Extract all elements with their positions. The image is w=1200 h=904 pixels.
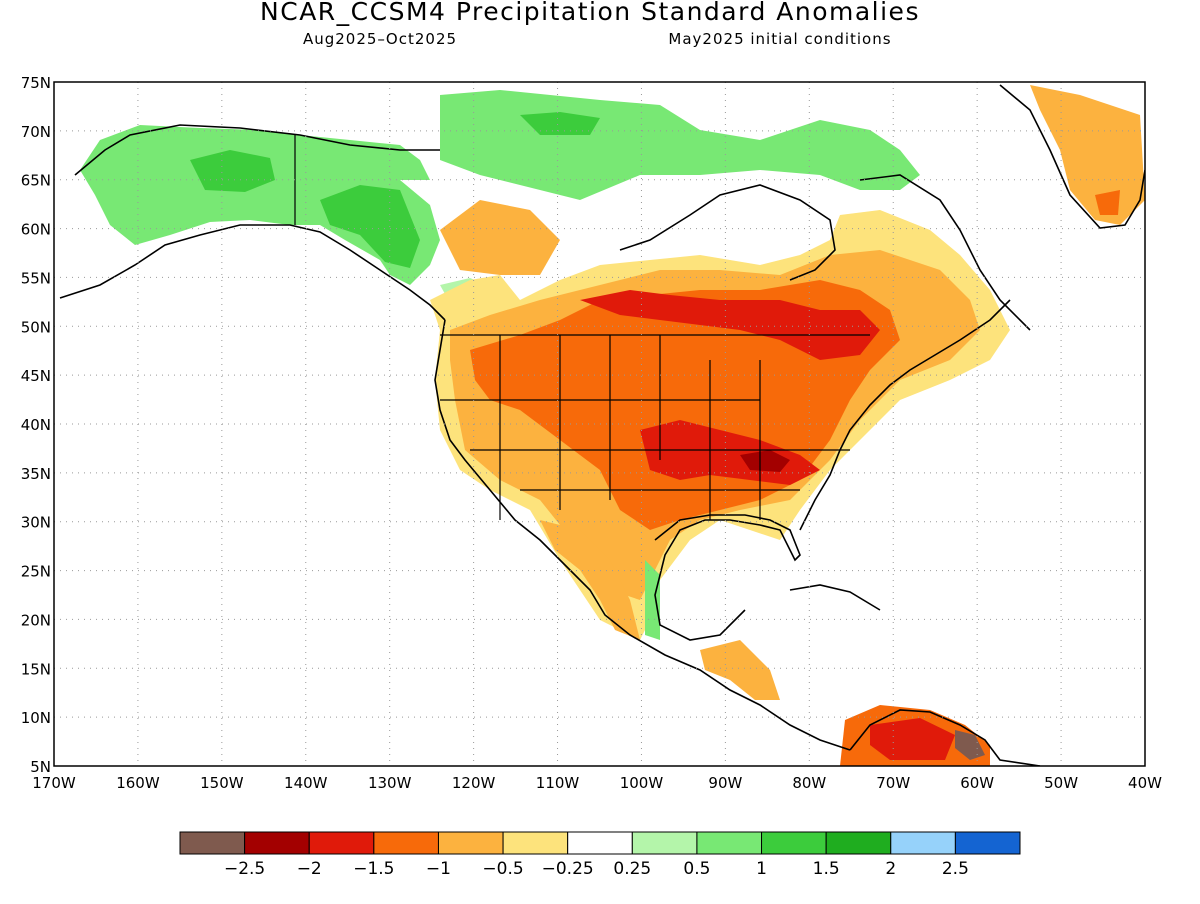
colorbar-swatch bbox=[437, 831, 504, 855]
anomaly-dry-mexico bbox=[540, 520, 640, 640]
coastline-south-america bbox=[849, 709, 1041, 766]
colorbar-swatch bbox=[244, 831, 310, 855]
colorbar-tick-label: −0.5 bbox=[482, 859, 523, 879]
colorbar-swatch bbox=[761, 831, 827, 855]
colorbar-swatch bbox=[696, 831, 763, 855]
state-borders bbox=[294, 135, 870, 520]
colorbar-tick-label: 0.25 bbox=[613, 859, 651, 879]
map-title: NCAR_CCSM4 Precipitation Standard Anomal… bbox=[260, 0, 920, 26]
latitude-tick-label: 60N bbox=[21, 221, 51, 239]
latitude-tick-label: 30N bbox=[21, 514, 51, 532]
coastlines bbox=[59, 84, 1145, 766]
colorbar-swatch bbox=[373, 831, 439, 855]
latitude-tick-label: 40N bbox=[21, 416, 51, 434]
longitude-tick-label: 160W bbox=[116, 774, 160, 792]
anomaly-dry-moderate-bc bbox=[440, 200, 560, 275]
map-gridlines bbox=[54, 82, 1145, 766]
anomaly-fields bbox=[80, 85, 1145, 766]
anomaly-wet-alaska bbox=[80, 125, 440, 285]
colorbar-tick-label: −0.25 bbox=[542, 859, 594, 879]
anomaly-wet-gulf bbox=[645, 560, 660, 640]
longitude-tick-label: 110W bbox=[536, 774, 580, 792]
latitude-tick-labels: 75N 70N 65N 60N 55N 50N 45N 40N 35N 30N 25N 20N 15N 1… bbox=[21, 74, 51, 776]
coastline-gulf bbox=[654, 514, 801, 641]
map-frame bbox=[53, 81, 1146, 767]
anomaly-dry-south-america-severe bbox=[870, 718, 955, 760]
longitude-tick-label: 60W bbox=[960, 774, 994, 792]
anomaly-dry-greenland-core bbox=[1095, 190, 1120, 215]
map-subtitle-init: May2025 initial conditions bbox=[668, 30, 891, 48]
coastline-labrador bbox=[859, 174, 1031, 331]
longitude-tick-labels: 170W 160W 150W 140W 130W 120W 110W 100W 90W 80W 70… bbox=[32, 774, 1162, 792]
colorbar-tick-label: −2.5 bbox=[224, 859, 265, 879]
colorbar-tick-label: 1 bbox=[756, 859, 767, 879]
latitude-tick-label: 55N bbox=[21, 269, 51, 287]
longitude-tick-label: 130W bbox=[368, 774, 412, 792]
longitude-tick-label: 170W bbox=[32, 774, 76, 792]
anomaly-wet-yukon-core bbox=[320, 185, 420, 268]
anomaly-dry-greenland bbox=[1030, 85, 1145, 225]
coastline-alaska bbox=[59, 224, 446, 321]
colorbar-tick-label: 0.5 bbox=[683, 859, 710, 879]
longitude-tick-label: 120W bbox=[452, 774, 496, 792]
colorbar: −2.5 −2 −1.5 −1 −0.5 −0.25 0.25 0.5 1 1.5 2 2.5 bbox=[179, 831, 1021, 879]
colorbar-swatch bbox=[890, 831, 956, 855]
longitude-tick-label: 40W bbox=[1128, 774, 1162, 792]
longitude-tick-label: 100W bbox=[620, 774, 664, 792]
anomaly-dry-south-america-extreme bbox=[955, 730, 985, 760]
latitude-tick-label: 25N bbox=[21, 563, 51, 581]
coastline-hudson bbox=[619, 184, 836, 281]
coastline-greenland bbox=[999, 84, 1145, 229]
longitude-tick-label: 90W bbox=[708, 774, 742, 792]
coastline-west bbox=[434, 319, 851, 751]
colorbar-tick-label: 2.5 bbox=[942, 859, 969, 879]
latitude-tick-label: 45N bbox=[21, 367, 51, 385]
latitude-tick-label: 75N bbox=[21, 74, 51, 92]
colorbar-swatch bbox=[502, 831, 569, 855]
colorbar-swatch bbox=[179, 831, 246, 855]
latitude-tick-label: 5N bbox=[30, 758, 51, 776]
map-panel: 75N 70N 65N 60N 55N 50N 45N 40N 35N 30N 25N 20N 15N 1… bbox=[21, 74, 1162, 792]
longitude-tick-label: 140W bbox=[284, 774, 328, 792]
latitude-tick-label: 35N bbox=[21, 465, 51, 483]
anomaly-wet-arctic-core bbox=[520, 112, 600, 135]
colorbar-swatch bbox=[567, 831, 633, 855]
latitude-tick-label: 70N bbox=[21, 123, 51, 141]
colorbar-swatch bbox=[308, 831, 375, 855]
latitude-tick-label: 15N bbox=[21, 660, 51, 678]
colorbar-tick-label: −1.5 bbox=[353, 859, 394, 879]
anomaly-dry-extreme-kentucky bbox=[740, 450, 790, 472]
longitude-tick-label: 150W bbox=[200, 774, 244, 792]
longitude-tick-label: 80W bbox=[792, 774, 826, 792]
map-subtitle-period: Aug2025–Oct2025 bbox=[303, 30, 457, 48]
latitude-tick-label: 20N bbox=[21, 611, 51, 629]
colorbar-tick-label: −2 bbox=[297, 859, 322, 879]
longitude-tick-label: 70W bbox=[876, 774, 910, 792]
anomaly-dry-central-america bbox=[700, 640, 780, 700]
coastline-cuba bbox=[789, 584, 881, 611]
colorbar-swatch bbox=[954, 831, 1021, 855]
colorbar-swatch bbox=[631, 831, 698, 855]
latitude-tick-label: 65N bbox=[21, 172, 51, 190]
latitude-tick-label: 10N bbox=[21, 709, 51, 727]
coastline-east bbox=[799, 299, 1011, 531]
longitude-tick-label: 50W bbox=[1044, 774, 1078, 792]
colorbar-tick-label: −1 bbox=[426, 859, 451, 879]
anomaly-wet-alaska-core bbox=[190, 150, 275, 192]
latitude-tick-label: 50N bbox=[21, 318, 51, 336]
colorbar-swatch bbox=[825, 831, 892, 855]
colorbar-tick-label: 1.5 bbox=[813, 859, 840, 879]
anomaly-dry-severe-canada bbox=[580, 290, 880, 360]
coastline-alaska-north bbox=[74, 124, 440, 176]
colorbar-tick-label: 2 bbox=[885, 859, 896, 879]
